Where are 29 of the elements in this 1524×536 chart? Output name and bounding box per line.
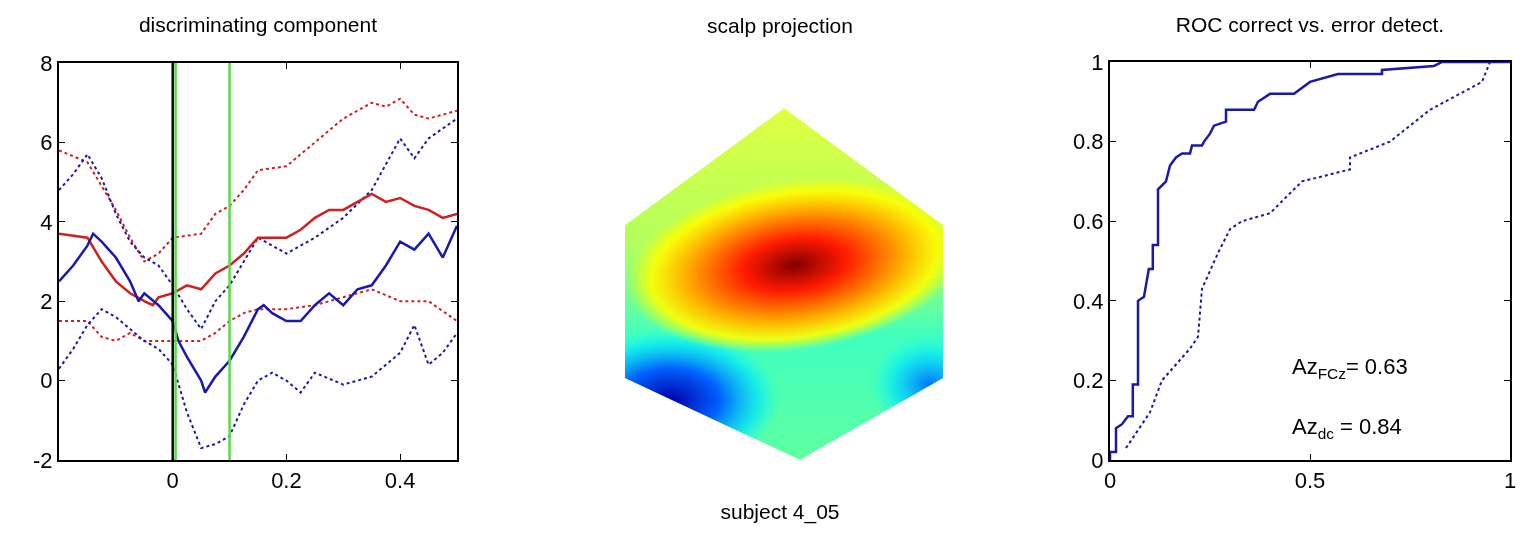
x-tick-label: 1 [1503,468,1517,494]
line-series [59,224,457,394]
text: subject 4_05 [719,500,841,524]
x-tick-label: 0.5 [1294,468,1326,494]
x-tick-label: 0 [166,468,179,494]
y-tick-label: 6 [40,130,53,156]
x-tick-label: 0.4 [384,468,416,494]
y-tick-label: 0.4 [1073,288,1104,314]
line-series [59,288,457,342]
y-tick-label: 0.8 [1073,129,1104,155]
line-series [59,192,457,307]
annotation: Az$_{FCz}$= 0.63 [1292,354,1408,382]
y-tick-label: 8 [40,50,53,76]
y-tick-label: 0 [40,368,53,394]
y-tick-label: 4 [40,209,53,235]
y-tick-label: -2 [33,447,53,473]
annotation: Az$_{dc}$ = 0.84 [1292,414,1402,442]
text: scalp projection [706,14,854,38]
chart-title: discriminating component [138,13,378,37]
y-tick-label: 0.6 [1073,208,1104,234]
y-tick-label: 0 [1091,447,1104,473]
y-tick-label: 0.2 [1073,368,1104,394]
line-series [59,117,457,330]
line-series [59,308,457,450]
y-tick-label: 1 [1091,49,1104,75]
line-series [59,97,457,263]
x-tick-label: 0.2 [271,468,302,494]
y-tick-label: 2 [40,288,53,314]
chart-title: ROC correct vs. error detect. [1175,13,1445,37]
